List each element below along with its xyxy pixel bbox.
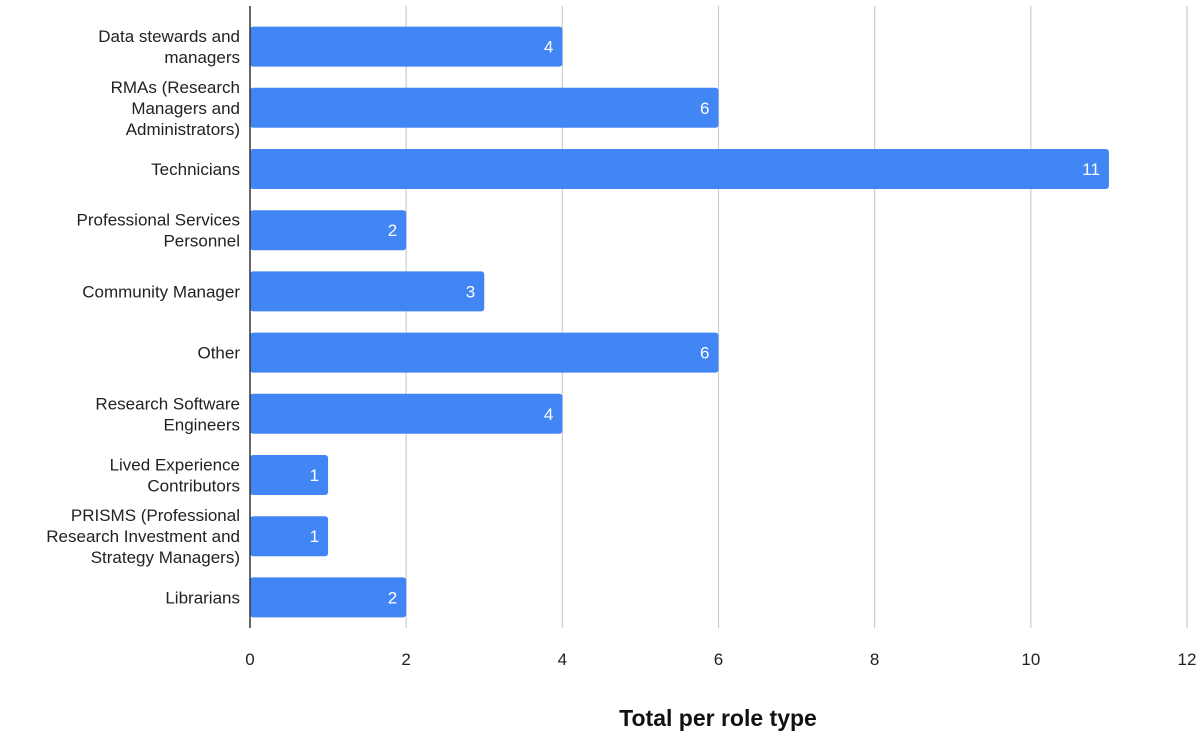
x-tick-label: 10 bbox=[1021, 650, 1040, 669]
x-tick-label: 0 bbox=[245, 650, 254, 669]
x-tick-label: 8 bbox=[870, 650, 879, 669]
bar-value-label: 6 bbox=[700, 99, 709, 118]
bar-value-label: 1 bbox=[310, 527, 319, 546]
category-label: Data stewards and managers bbox=[98, 27, 240, 67]
x-tick-labels: 0 2 4 6 8 10 12 bbox=[245, 650, 1196, 669]
bar-value-label: 4 bbox=[544, 405, 553, 424]
bar-value-label: 3 bbox=[466, 282, 475, 301]
bar-value-label: 2 bbox=[388, 221, 397, 240]
x-tick-label: 12 bbox=[1178, 650, 1197, 669]
category-labels: Data stewards and managers RMAs (Research M… bbox=[46, 27, 240, 607]
x-axis-title: Total per role type bbox=[619, 705, 817, 731]
category-label: RMAs (Research Managers and Administrators… bbox=[111, 78, 240, 139]
category-label: PRISMS (Professional Research Investment … bbox=[46, 506, 240, 567]
bar bbox=[250, 149, 1109, 189]
bar-value-label: 6 bbox=[700, 344, 709, 363]
bar bbox=[250, 516, 329, 557]
category-label: Librarians bbox=[165, 588, 240, 607]
x-tick-label: 2 bbox=[401, 650, 410, 669]
category-label: Professional Services Personnel bbox=[77, 211, 240, 251]
bar-value-label: 4 bbox=[544, 38, 553, 57]
category-label: Other bbox=[197, 344, 240, 363]
category-label: Lived Experience Contributors bbox=[110, 456, 240, 496]
bar bbox=[250, 271, 485, 312]
bar bbox=[250, 393, 563, 434]
bar bbox=[250, 332, 719, 373]
category-label: Research Software Engineers bbox=[95, 394, 240, 434]
category-label: Community Manager bbox=[82, 282, 240, 301]
bar-value-label: 1 bbox=[310, 466, 319, 485]
bar-value-label: 11 bbox=[1082, 160, 1100, 179]
bar-value-label: 2 bbox=[388, 588, 397, 607]
bar bbox=[250, 26, 563, 67]
category-label: Technicians bbox=[151, 160, 240, 179]
x-tick-label: 6 bbox=[714, 650, 723, 669]
x-tick-label: 4 bbox=[558, 650, 567, 669]
bar bbox=[250, 455, 329, 495]
bar bbox=[250, 577, 407, 618]
bar bbox=[250, 87, 719, 128]
bar bbox=[250, 210, 407, 251]
